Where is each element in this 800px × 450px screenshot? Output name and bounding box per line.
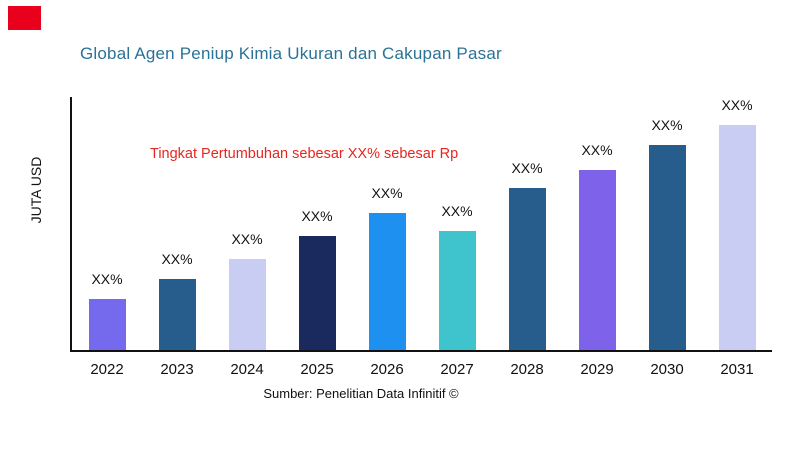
bar-value-label: XX% <box>651 117 683 134</box>
x-tick-label: 2026 <box>370 361 404 378</box>
brand-logo <box>8 6 41 30</box>
bar-2026 <box>368 213 406 350</box>
bar-column-2031: XX% 2031 <box>702 97 772 378</box>
bar-value-label: XX% <box>161 251 193 268</box>
bar-value-label: XX% <box>721 97 753 113</box>
x-tick-label: 2028 <box>510 361 544 378</box>
y-axis-label: JUTA USD <box>28 156 44 224</box>
bar-2030 <box>648 145 686 350</box>
bar-value-label: XX% <box>231 230 263 247</box>
x-tick-label: 2029 <box>580 361 614 378</box>
bar-value-label: XX% <box>91 271 123 288</box>
bar-2027 <box>438 231 476 350</box>
bar-column-2023: XX% 2023 <box>142 97 212 378</box>
source-note: Sumber: Penelitian Data Infinitif © <box>263 386 459 401</box>
bar-2024 <box>228 258 266 350</box>
bar-2031 <box>718 125 756 350</box>
growth-rate-annotation: Tingkat Pertumbuhan sebesar XX% sebesar … <box>150 146 459 162</box>
bar-column-2029: XX% 2029 <box>562 97 632 378</box>
x-tick-label: 2024 <box>230 361 264 378</box>
x-tick-label: 2030 <box>650 361 684 378</box>
bar-2028 <box>508 188 546 350</box>
bar-column-2028: XX% 2028 <box>492 97 562 378</box>
bar-column-2025: XX% 2025 <box>282 97 352 378</box>
bar-value-label: XX% <box>441 203 473 220</box>
bar-value-label: XX% <box>511 160 543 177</box>
x-tick-label: 2023 <box>160 361 194 378</box>
bar-value-label: XX% <box>371 185 403 202</box>
bar-column-2024: XX% 2024 <box>212 97 282 378</box>
bar-column-2027: XX% 2027 <box>422 97 492 378</box>
x-tick-label: 2022 <box>90 361 124 378</box>
bar-column-2022: XX% 2022 <box>72 97 142 378</box>
chart-title: Global Agen Peniup Kimia Ukuran dan Caku… <box>80 44 502 63</box>
x-tick-label: 2027 <box>440 361 474 378</box>
bar-2022 <box>88 299 126 350</box>
bar-2025 <box>298 236 336 350</box>
x-tick-label: 2025 <box>300 361 334 378</box>
bar-column-2030: XX% 2030 <box>632 97 702 378</box>
plot-area: XX% 2022 XX% 2023 XX% 2024 XX% 2025 XX% 2026 XX% 20… <box>70 97 772 378</box>
bar-value-label: XX% <box>301 208 333 225</box>
x-tick-label: 2031 <box>720 361 754 378</box>
bar-2023 <box>158 279 196 350</box>
bar-2029 <box>578 170 616 350</box>
bar-column-2026: XX% 2026 <box>352 97 422 378</box>
bar-value-label: XX% <box>581 142 613 159</box>
